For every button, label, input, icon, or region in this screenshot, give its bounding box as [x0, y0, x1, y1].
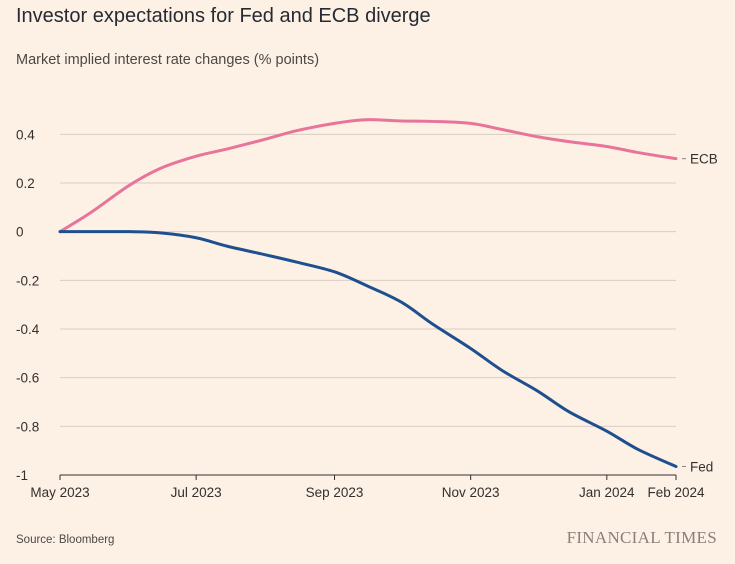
publisher-logo: FINANCIAL TIMES	[566, 528, 717, 547]
y-tick-label: 0	[16, 225, 24, 240]
y-tick-label: -1	[16, 468, 28, 483]
y-tick-label: -0.8	[16, 419, 39, 434]
x-tick-label: Feb 2024	[647, 485, 705, 500]
x-tick-label: May 2023	[30, 485, 89, 500]
series-line-fed	[58, 230, 678, 468]
y-tick-label: 0.4	[16, 127, 35, 142]
series-label-fed: Fed	[690, 459, 713, 474]
y-tick-label: 0.2	[16, 176, 35, 191]
source-note: Source: Bloomberg	[16, 534, 115, 546]
x-tick-label: Nov 2023	[442, 485, 500, 500]
x-tick-label: Jan 2024	[579, 485, 635, 500]
y-tick-label: -0.6	[16, 371, 39, 386]
y-tick-label: -0.4	[16, 322, 40, 337]
x-tick-label: Jul 2023	[171, 485, 222, 500]
series-line-ecb	[58, 118, 678, 234]
chart-subtitle: Market implied interest rate changes (% …	[16, 52, 320, 68]
x-tick-label: Sep 2023	[306, 485, 364, 500]
y-tick-label: -0.2	[16, 273, 39, 288]
chart-title: Investor expectations for Fed and ECB di…	[16, 5, 431, 27]
series-label-ecb: ECB	[690, 152, 718, 167]
